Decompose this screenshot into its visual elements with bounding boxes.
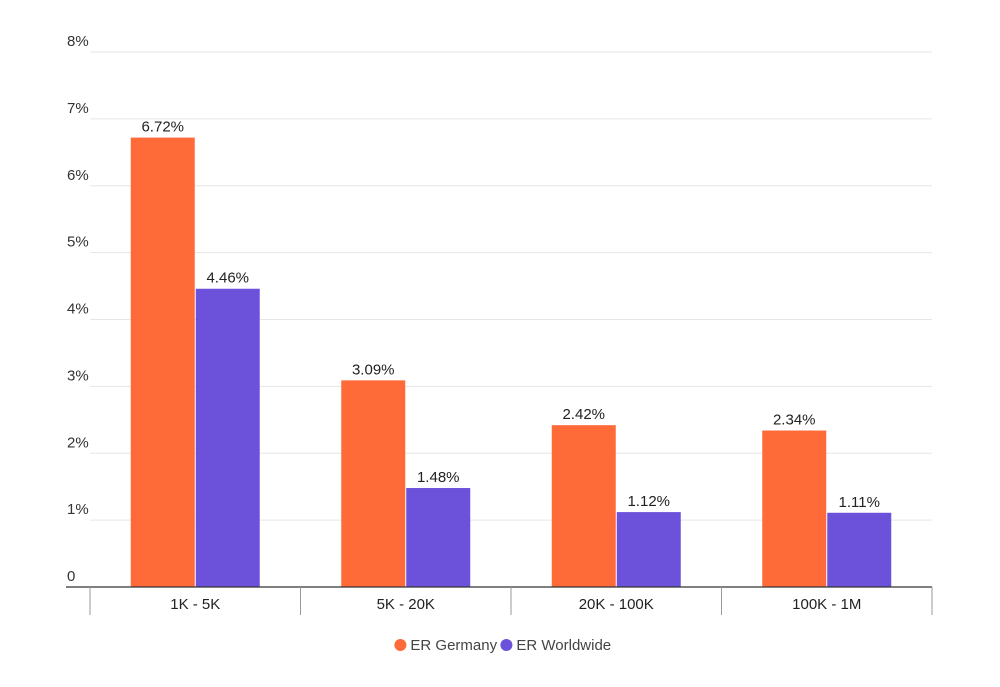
legend: ER Germany ER Worldwide xyxy=(394,637,611,654)
bar xyxy=(827,512,892,587)
y-axis-ticks: 0 1% 2% 3% 4% 5% 6% 7% 8% xyxy=(67,33,89,585)
data-label: 2.42% xyxy=(562,406,605,423)
data-label: 1.12% xyxy=(627,493,670,510)
data-label: 1.48% xyxy=(417,469,460,486)
x-tick-label: 100K - 1M xyxy=(792,596,861,613)
x-axis: 1K - 5K 5K - 20K 20K - 100K 100K - 1M xyxy=(66,586,933,615)
bar xyxy=(551,425,616,587)
data-label: 3.09% xyxy=(352,361,395,378)
bars xyxy=(130,137,892,587)
y-tick-label: 3% xyxy=(67,367,89,384)
bar xyxy=(195,288,260,587)
y-tick-label: 0 xyxy=(67,568,75,585)
data-label: 6.72% xyxy=(141,119,184,136)
y-tick-label: 2% xyxy=(67,434,89,451)
bar xyxy=(406,488,471,587)
y-tick-label: 7% xyxy=(67,100,89,117)
legend-marker xyxy=(394,639,407,651)
data-label: 1.11% xyxy=(839,494,880,511)
x-tick-label: 1K - 5K xyxy=(170,596,220,613)
x-tick-label: 5K - 20K xyxy=(377,596,435,613)
x-tick-label: 20K - 100K xyxy=(579,596,654,613)
bar xyxy=(341,380,406,587)
legend-label: ER Worldwide xyxy=(516,637,611,654)
y-tick-label: 5% xyxy=(67,234,89,251)
data-labels: 6.72% 4.46% 3.09% 1.48% 2.42% 1.12% 2.34% 1.11% xyxy=(141,119,879,511)
data-label: 2.34% xyxy=(773,412,816,429)
legend-marker xyxy=(500,639,513,651)
bar xyxy=(762,430,827,587)
legend-label: ER Germany xyxy=(410,637,497,654)
y-tick-label: 8% xyxy=(67,33,89,50)
y-tick-label: 4% xyxy=(67,301,89,318)
bar xyxy=(130,137,195,587)
y-tick-label: 6% xyxy=(67,167,89,184)
bar xyxy=(616,512,681,587)
data-label: 4.46% xyxy=(206,270,249,287)
y-tick-label: 1% xyxy=(67,501,89,518)
